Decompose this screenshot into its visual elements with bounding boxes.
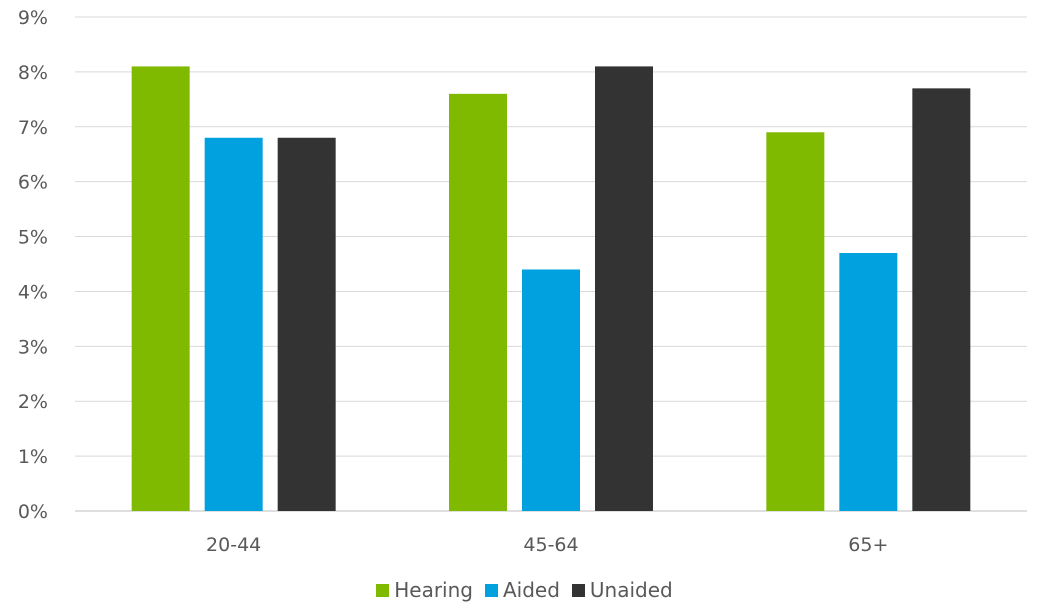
bar-unaided-20-44 bbox=[277, 137, 336, 511]
y-tick-label: 3% bbox=[18, 336, 48, 358]
bar-hearing-20-44 bbox=[131, 66, 190, 512]
legend-item-unaided: Unaided bbox=[571, 578, 673, 602]
bar-aided-65+ bbox=[839, 253, 898, 511]
legend-swatch-aided bbox=[484, 583, 498, 597]
y-tick-label: 7% bbox=[18, 117, 48, 139]
legend-swatch-hearing bbox=[376, 583, 390, 597]
y-tick-label: 9% bbox=[18, 7, 48, 29]
legend-swatch-unaided bbox=[571, 583, 585, 597]
y-tick-label: 2% bbox=[18, 391, 48, 413]
bar-chart: 0% 1% 2% 3% 4% 5% 6% 7% 8% 9% 20-44 45-64 65+ bbox=[18, 7, 1027, 556]
bar-hearing-45-64 bbox=[449, 93, 507, 511]
legend: Hearing Aided Unaided bbox=[0, 578, 1049, 602]
bar-aided-45-64 bbox=[522, 269, 580, 511]
x-tick-label: 20-44 bbox=[206, 534, 261, 556]
legend-label-unaided: Unaided bbox=[589, 578, 673, 602]
bars bbox=[131, 66, 971, 512]
x-axis-tick-labels: 20-44 45-64 65+ bbox=[206, 534, 888, 556]
bar-unaided-45-64 bbox=[595, 66, 653, 512]
y-tick-label: 1% bbox=[18, 446, 48, 468]
y-tick-label: 6% bbox=[18, 172, 48, 194]
legend-item-hearing: Hearing bbox=[376, 578, 473, 602]
y-tick-label: 0% bbox=[18, 501, 48, 523]
legend-label-hearing: Hearing bbox=[394, 578, 473, 602]
x-tick-label: 65+ bbox=[848, 534, 888, 556]
bar-unaided-65+ bbox=[912, 88, 971, 511]
bar-aided-20-44 bbox=[204, 137, 263, 511]
x-tick-label: 45-64 bbox=[523, 534, 578, 556]
y-tick-label: 4% bbox=[18, 281, 48, 303]
y-axis-tick-labels: 0% 1% 2% 3% 4% 5% 6% 7% 8% 9% bbox=[18, 7, 48, 523]
legend-item-aided: Aided bbox=[484, 578, 560, 602]
y-tick-label: 5% bbox=[18, 227, 48, 249]
legend-label-aided: Aided bbox=[502, 578, 560, 602]
y-tick-label: 8% bbox=[18, 62, 48, 84]
bar-hearing-65+ bbox=[766, 132, 825, 511]
